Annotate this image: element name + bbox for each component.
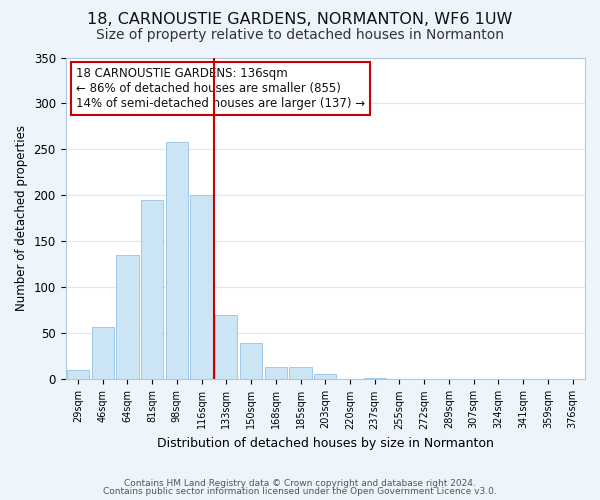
Bar	[116, 256, 139, 380]
Bar	[537, 378, 559, 380]
Text: Contains public sector information licensed under the Open Government Licence v3: Contains public sector information licen…	[103, 487, 497, 496]
Text: 18 CARNOUSTIE GARDENS: 136sqm
← 86% of detached houses are smaller (855)
14% of : 18 CARNOUSTIE GARDENS: 136sqm ← 86% of d…	[76, 67, 365, 110]
Bar	[67, 370, 89, 380]
Bar	[92, 327, 114, 380]
Bar	[215, 315, 238, 380]
Bar	[166, 142, 188, 380]
Bar	[141, 200, 163, 380]
Bar	[289, 366, 311, 380]
Bar	[190, 196, 213, 380]
Text: Contains HM Land Registry data © Crown copyright and database right 2024.: Contains HM Land Registry data © Crown c…	[124, 478, 476, 488]
Bar	[364, 378, 386, 380]
Text: 18, CARNOUSTIE GARDENS, NORMANTON, WF6 1UW: 18, CARNOUSTIE GARDENS, NORMANTON, WF6 1…	[88, 12, 512, 28]
Y-axis label: Number of detached properties: Number of detached properties	[15, 126, 28, 312]
Bar	[314, 374, 337, 380]
X-axis label: Distribution of detached houses by size in Normanton: Distribution of detached houses by size …	[157, 437, 494, 450]
Bar	[265, 368, 287, 380]
Text: Size of property relative to detached houses in Normanton: Size of property relative to detached ho…	[96, 28, 504, 42]
Bar	[240, 342, 262, 380]
